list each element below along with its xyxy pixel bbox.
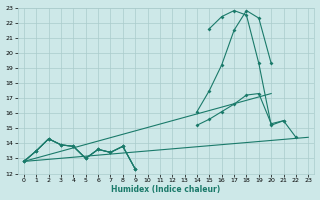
X-axis label: Humidex (Indice chaleur): Humidex (Indice chaleur) — [111, 185, 221, 194]
